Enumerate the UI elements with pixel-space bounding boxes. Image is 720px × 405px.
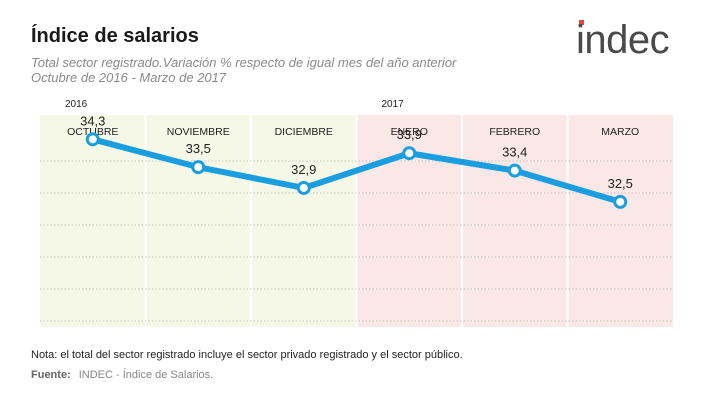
indec-logo: indec: [576, 12, 702, 67]
data-label: 33,4: [502, 145, 527, 160]
data-point: [507, 163, 522, 178]
data-point: [296, 180, 311, 195]
chart-subtitle: Total sector registrado.Variación % resp…: [31, 55, 457, 70]
category-label: FEBRERO: [489, 126, 540, 138]
logo-dot: [579, 20, 584, 25]
chart-period: Octubre de 2016 - Marzo de 2017: [31, 70, 227, 85]
data-point: [402, 146, 417, 161]
data-label: 32,5: [608, 176, 633, 191]
source-line: Fuente: INDEC - Índice de Salarios.: [31, 369, 213, 381]
data-label: 32,9: [291, 162, 316, 177]
data-label: 34,3: [80, 113, 105, 128]
data-label: 33,9: [397, 127, 422, 142]
band-2016: [40, 115, 357, 327]
category-label: OCTUBRE: [67, 126, 118, 138]
logo-text: indec: [576, 18, 669, 62]
series-line: [89, 136, 624, 205]
year-label: 2017: [382, 99, 405, 110]
year-label: 2016: [65, 99, 88, 110]
category-label: ENERO: [391, 126, 428, 138]
source-label: Fuente:: [31, 369, 71, 381]
category-label: NOVIEMBRE: [167, 126, 230, 138]
data-point: [85, 132, 100, 147]
footnote: Nota: el total del sector registrado inc…: [31, 349, 463, 361]
chart-title: Índice de salarios: [31, 25, 199, 47]
data-label: 33,5: [186, 141, 211, 156]
category-label: MARZO: [601, 126, 639, 138]
data-point: [613, 194, 628, 209]
data-point: [191, 160, 206, 175]
line-chart: 2016 2017 OCTUBRE NOVIEMBRE DICIEMBRE ENERO FE…: [40, 99, 673, 327]
category-label: DICIEMBRE: [275, 126, 333, 138]
source-text: INDEC - Índice de Salarios.: [78, 369, 214, 381]
